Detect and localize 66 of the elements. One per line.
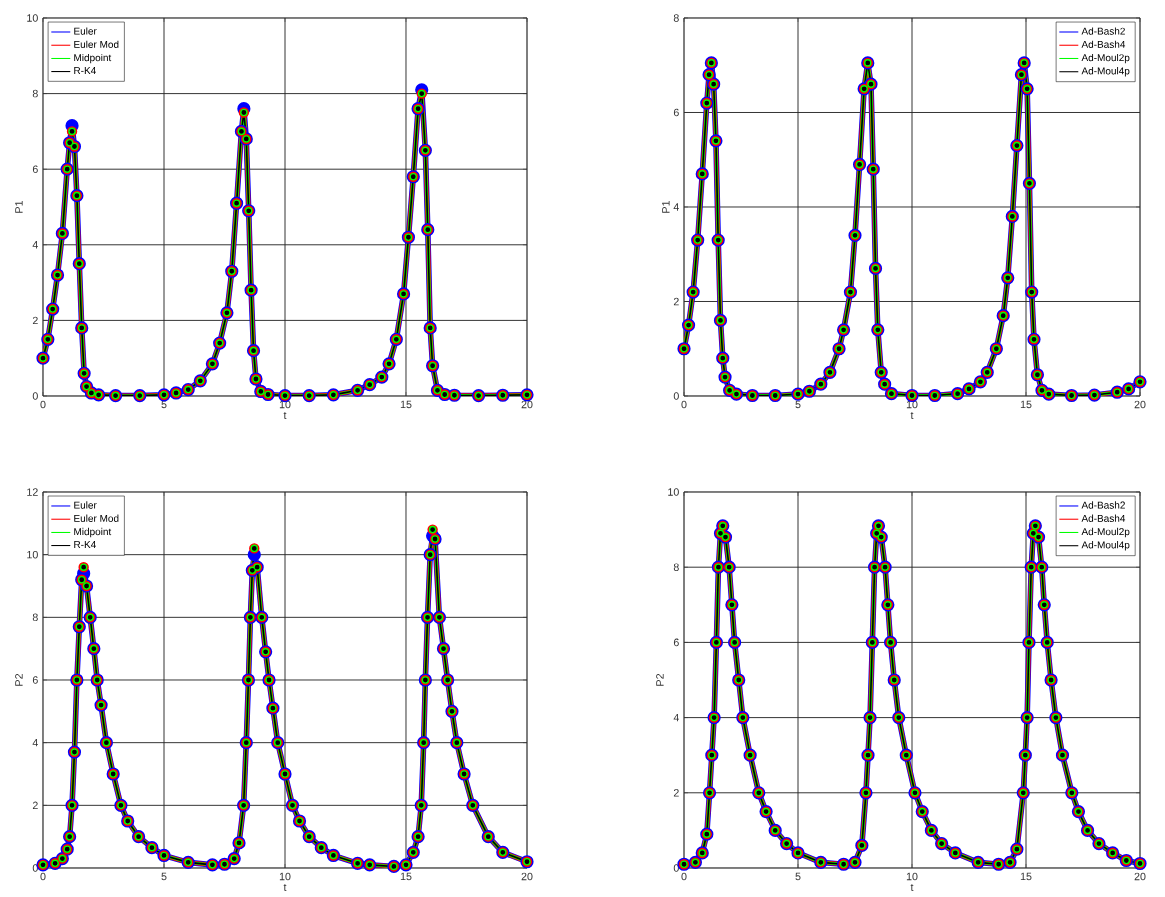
y-tick-label: 2	[32, 316, 38, 325]
y-tick-label: 4	[32, 241, 38, 249]
legend-label: Euler	[74, 501, 97, 509]
x-tick-label: 0	[681, 400, 687, 409]
legend-label: Ad-Moul2p	[1081, 53, 1130, 64]
y-axis-title: P1	[15, 200, 23, 213]
y-tick-label: 8	[32, 89, 38, 98]
x-axis-title: t	[283, 412, 287, 420]
legend-label: Ad-Bash4	[1081, 40, 1126, 48]
legend-label: Euler	[74, 27, 97, 35]
x-tick-label: 20	[521, 400, 533, 409]
y-axis-title: P2	[656, 674, 664, 686]
legend-label: Ad-Bash4	[1081, 514, 1126, 522]
legend-label: R-K4	[74, 67, 96, 74]
y-tick-label: 6	[673, 108, 679, 117]
x-tick-label: 15	[1020, 400, 1032, 409]
x-tick-label: 10	[906, 872, 918, 881]
x-tick-label: 15	[400, 872, 412, 881]
x-tick-label: 20	[521, 872, 533, 881]
y-tick-label: 8	[32, 613, 38, 622]
x-tick-label: 10	[279, 872, 291, 881]
x-tick-label: 20	[1134, 872, 1146, 881]
legend-label: Euler Mod	[74, 40, 119, 48]
legend-label: Ad-Bash2	[1081, 501, 1125, 509]
x-tick-label: 15	[400, 400, 412, 409]
x-tick-label: 5	[161, 872, 167, 881]
y-tick-label: 4	[673, 203, 679, 211]
x-tick-label: 0	[40, 872, 46, 881]
y-tick-label: 6	[673, 638, 679, 647]
x-tick-label: 15	[1020, 872, 1032, 881]
y-tick-label: 2	[673, 297, 679, 306]
y-axis-title: P2	[15, 674, 23, 686]
x-tick-label: 0	[681, 872, 687, 881]
x-axis-title: t	[910, 884, 914, 892]
y-tick-label: 0	[673, 392, 679, 400]
x-tick-label: 0	[40, 400, 46, 409]
x-tick-label: 10	[906, 400, 918, 409]
legend-label: Ad-Moul4p	[1081, 541, 1130, 551]
legend-label: Midpoint	[74, 527, 112, 538]
x-tick-label: 5	[161, 400, 167, 409]
legend-label: R-K4	[74, 541, 96, 548]
y-axis-title: P1	[662, 200, 670, 213]
x-tick-label: 10	[279, 400, 291, 409]
y-tick-label: 4	[673, 713, 679, 722]
y-tick-label: 10	[27, 14, 38, 22]
legend-label: Midpoint	[74, 53, 112, 64]
y-tick-label: 8	[673, 14, 679, 22]
y-tick-label: 10	[27, 550, 38, 559]
y-tick-label: 0	[32, 392, 38, 400]
y-tick-label: 2	[32, 801, 38, 810]
y-tick-label: 10	[668, 488, 679, 496]
legend-label: Ad-Moul4p	[1081, 67, 1130, 77]
legend-label: Euler Mod	[74, 514, 119, 522]
x-axis-title: t	[910, 412, 914, 420]
y-tick-label: 4	[32, 738, 38, 747]
y-tick-label: 8	[673, 563, 679, 571]
legend-label: Ad-Bash2	[1081, 27, 1125, 35]
y-tick-label: 6	[32, 676, 38, 684]
y-tick-label: 6	[32, 165, 38, 173]
x-axis-title: t	[283, 884, 287, 892]
x-tick-label: 5	[795, 400, 801, 409]
x-tick-label: 20	[1134, 400, 1146, 409]
y-tick-label: 12	[27, 488, 38, 496]
legend-label: Ad-Moul2p	[1081, 527, 1130, 538]
x-tick-label: 5	[795, 872, 801, 881]
y-tick-label: 2	[673, 789, 679, 797]
